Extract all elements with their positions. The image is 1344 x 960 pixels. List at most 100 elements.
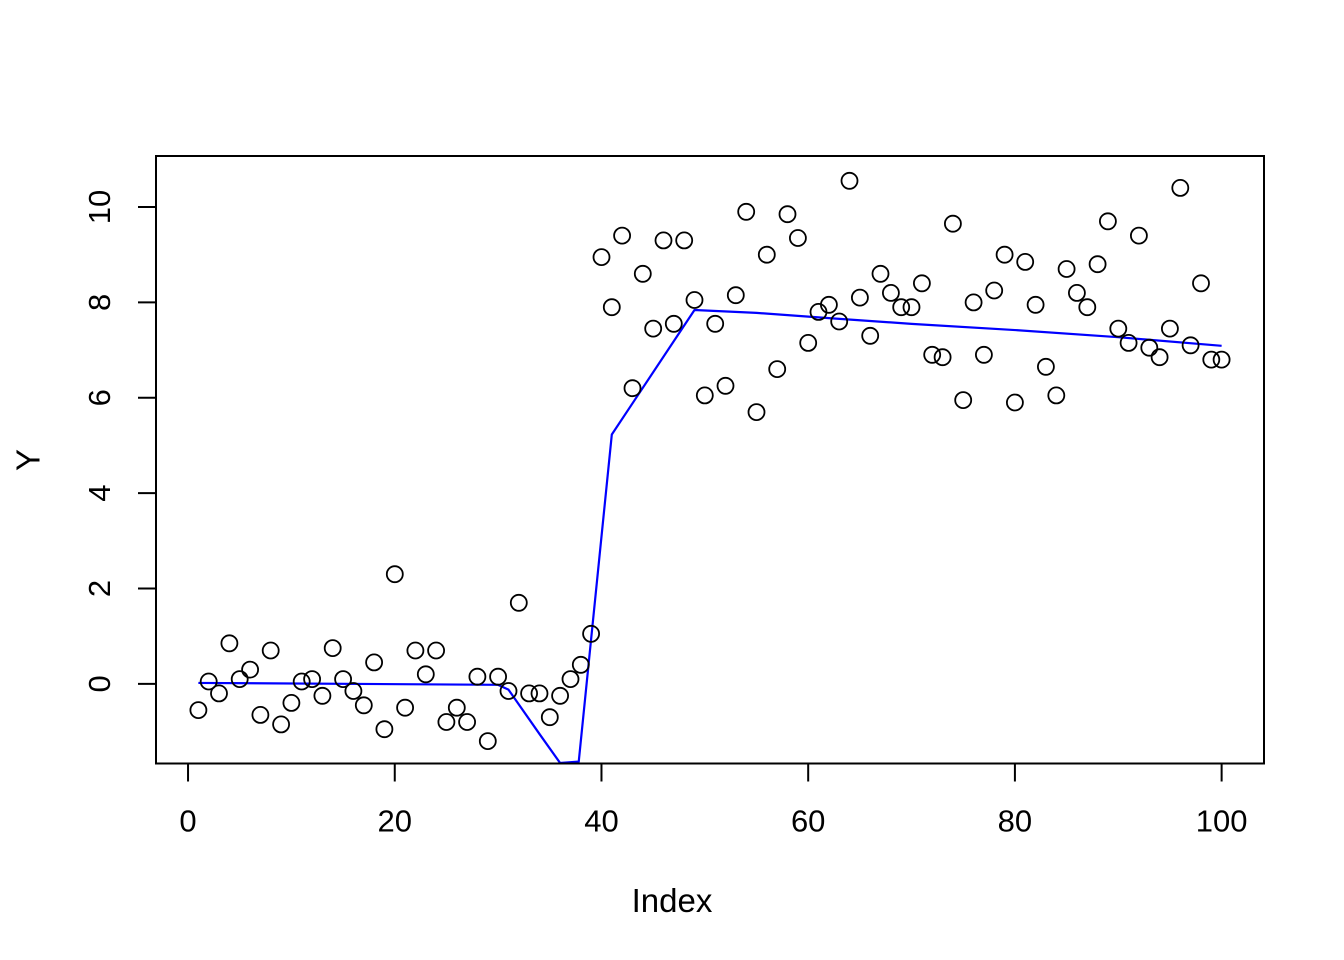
data-point [210, 684, 228, 703]
x-tick-label: 0 [179, 804, 196, 839]
data-point [282, 694, 301, 712]
data-point [747, 403, 766, 422]
y-tick-label: 10 [82, 190, 117, 224]
data-point [757, 245, 776, 264]
data-point [272, 715, 291, 734]
data-point [871, 264, 890, 283]
data-point [778, 205, 797, 224]
data-point [292, 672, 311, 691]
y-axis-title: Y [9, 449, 47, 472]
data-point [789, 229, 807, 247]
data-point [1181, 336, 1200, 355]
data-point [964, 293, 983, 312]
data-point [592, 248, 611, 267]
data-point [1026, 295, 1045, 314]
data-point [499, 682, 518, 700]
data-point [664, 314, 683, 333]
data-point [954, 391, 973, 410]
data-point [478, 732, 497, 750]
data-point [303, 670, 322, 688]
data-point [1202, 350, 1221, 369]
data-point [489, 667, 508, 686]
data-point [685, 291, 704, 309]
data-point [975, 345, 993, 364]
data-point [737, 202, 756, 221]
data-point [902, 298, 921, 317]
data-point [571, 655, 590, 674]
data-point [830, 312, 849, 331]
data-point [230, 670, 249, 688]
data-point [892, 298, 911, 317]
data-point [1037, 357, 1055, 376]
data-point [189, 701, 208, 719]
data-point [675, 231, 694, 250]
data-point [1150, 348, 1169, 367]
data-point [706, 314, 725, 333]
data-point [427, 641, 446, 660]
data-point [1161, 319, 1179, 338]
data-point [1068, 283, 1086, 302]
x-tick-label: 100 [1196, 804, 1248, 839]
data-point [344, 682, 363, 700]
data-point [458, 713, 477, 731]
data-point [220, 634, 239, 653]
data-point [375, 720, 394, 739]
data-point [509, 593, 528, 612]
data-point [551, 686, 569, 705]
data-point [1212, 350, 1231, 369]
data-point [644, 319, 663, 338]
data-point [354, 696, 373, 715]
data-point [995, 245, 1014, 264]
data-point [1047, 386, 1066, 405]
data-point [1078, 298, 1097, 317]
x-axis-title: Index [631, 882, 713, 919]
x-tick-label: 60 [791, 804, 825, 839]
x-tick-label: 20 [378, 804, 412, 839]
data-point [613, 226, 631, 245]
data-point [447, 698, 466, 717]
data-point [1099, 212, 1117, 231]
y-tick-label: 4 [82, 485, 117, 502]
data-point [241, 660, 260, 679]
data-point [540, 708, 559, 727]
data-point [768, 360, 787, 379]
data-point [944, 214, 962, 233]
data-point [199, 672, 218, 691]
data-point [416, 665, 435, 684]
y-tick-label: 8 [82, 294, 117, 311]
data-point [313, 686, 332, 705]
data-point [1016, 252, 1035, 271]
data-point [468, 667, 487, 686]
data-point [820, 295, 838, 314]
x-tick-label: 80 [998, 804, 1032, 839]
data-point [1109, 319, 1128, 338]
data-point [396, 698, 415, 717]
data-point [602, 298, 621, 317]
data-point [726, 286, 745, 305]
data-point [365, 653, 384, 672]
data-point [1006, 393, 1024, 412]
data-point [561, 670, 580, 688]
data-point [1119, 333, 1138, 352]
x-tick-label: 40 [584, 804, 618, 839]
y-tick-label: 2 [82, 580, 117, 597]
data-point [582, 624, 600, 643]
data-point [623, 379, 642, 398]
data-point [323, 639, 342, 657]
data-point [840, 171, 859, 190]
data-point [716, 376, 735, 395]
data-point [251, 706, 270, 724]
data-point [654, 231, 673, 250]
data-point [437, 713, 456, 731]
data-point [861, 326, 880, 345]
smoother-line [198, 308, 1222, 764]
data-point [851, 288, 869, 307]
data-point [385, 565, 404, 584]
data-point [1171, 178, 1190, 197]
data-point [261, 641, 280, 660]
data-point [985, 281, 1004, 300]
data-point [633, 264, 652, 283]
data-point [1192, 274, 1210, 293]
